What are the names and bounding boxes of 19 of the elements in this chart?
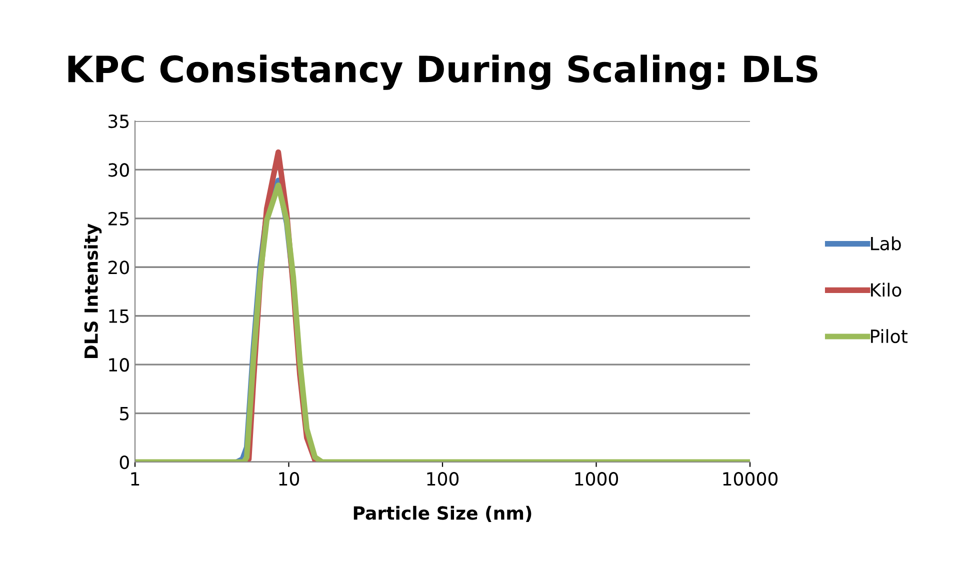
legend-label: Pilot bbox=[871, 329, 908, 344]
x-tick-label: 10000 bbox=[723, 472, 778, 486]
legend-label: Kilo bbox=[871, 282, 902, 297]
chart-title: KPC Consistancy During Scaling: DLS bbox=[68, 54, 818, 90]
x-tick-label: 10 bbox=[279, 472, 300, 486]
y-tick-label: 5 bbox=[120, 406, 129, 420]
x-tick-label: 1 bbox=[131, 472, 140, 486]
y-tick-label: 30 bbox=[108, 163, 129, 177]
x-tick-label: 100 bbox=[427, 472, 459, 486]
x-axis-title: Particle Size (nm) bbox=[354, 506, 532, 522]
y-tick-label: 0 bbox=[120, 455, 129, 470]
x-tick-label: 1000 bbox=[575, 472, 618, 486]
y-tick-label: 35 bbox=[108, 114, 129, 128]
y-tick-label: 20 bbox=[108, 260, 129, 274]
legend-label: Lab bbox=[871, 236, 901, 250]
y-axis-title: DLS Intensity bbox=[84, 224, 102, 358]
y-tick-label: 25 bbox=[108, 212, 129, 226]
y-tick-label: 10 bbox=[109, 358, 129, 372]
y-tick-label: 15 bbox=[109, 310, 129, 323]
